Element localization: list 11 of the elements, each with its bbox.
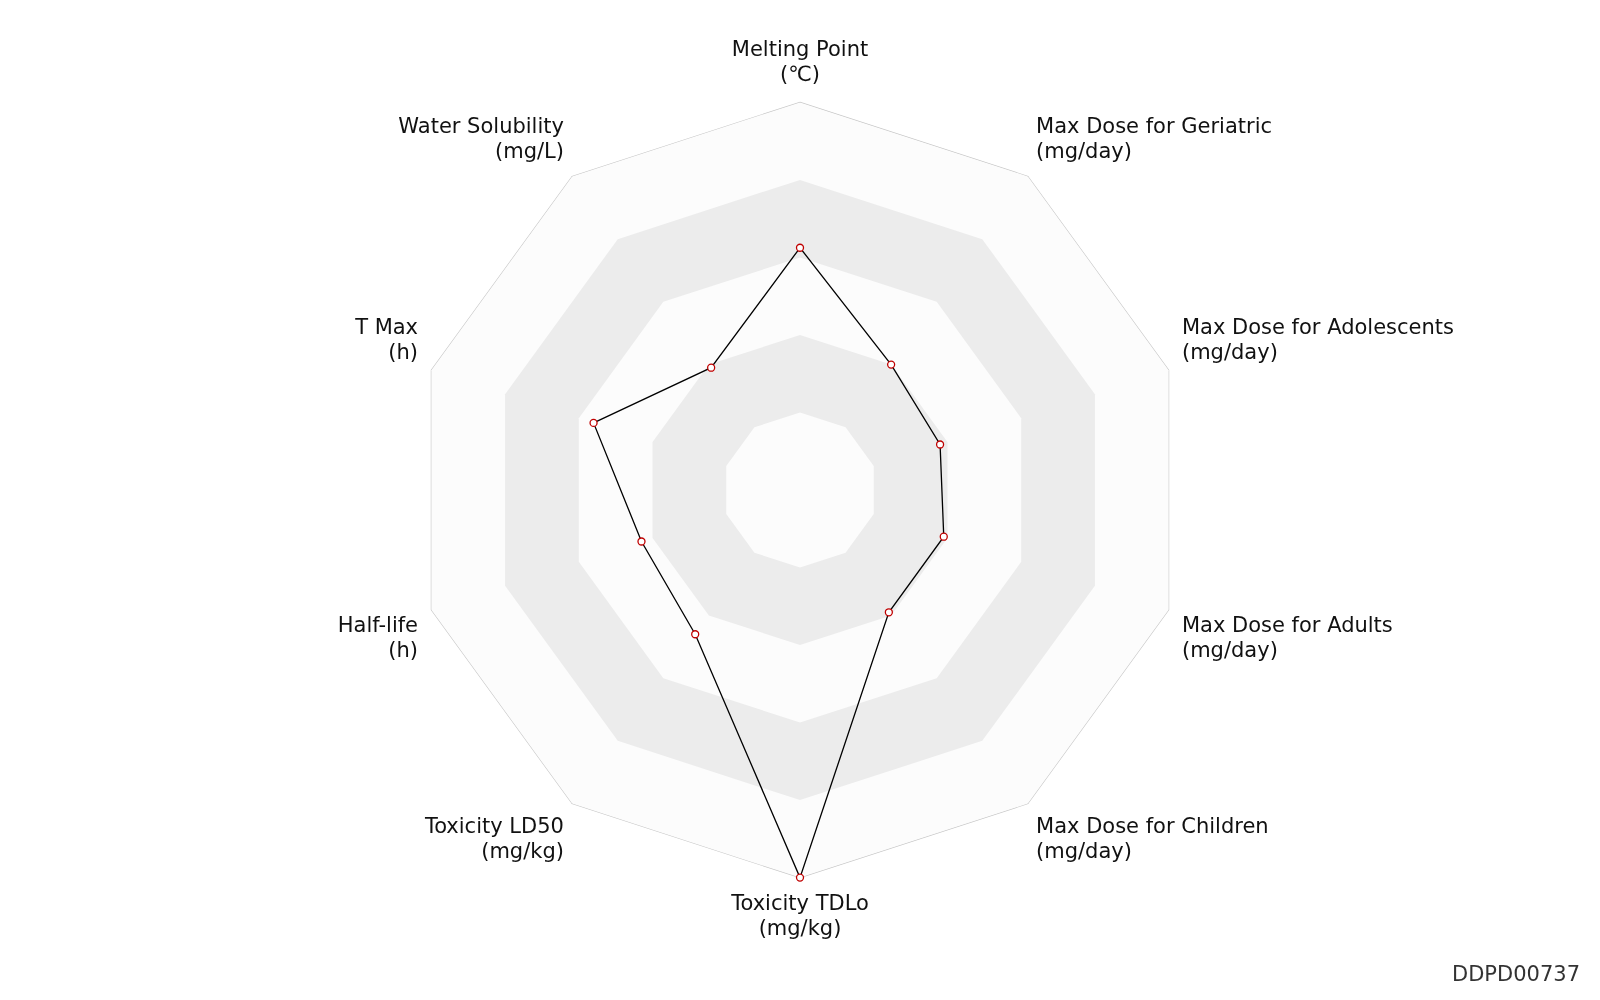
spoke-label: Toxicity TDLo (mg/kg) [730, 890, 869, 940]
spoke-label: Half-life (h) [337, 613, 419, 663]
spoke-label: Max Dose for Geriatric (mg/day) [1036, 113, 1273, 163]
text: DDPD00737 [1452, 962, 1580, 986]
spoke-label: Max Dose for Adults (mg/day) [1181, 613, 1393, 663]
spoke-label: Max Dose for Children (mg/day) [1036, 813, 1269, 864]
spoke-label: T Max (h) [354, 314, 419, 364]
spoke-label: Toxicity LD50 (mg/kg) [423, 813, 564, 864]
spoke-label: Water Solubility (mg/L) [398, 113, 564, 163]
spoke-label: Melting Point (℃) [731, 37, 869, 87]
spoke-label: Max Dose for Adolescents (mg/day) [1181, 314, 1454, 364]
